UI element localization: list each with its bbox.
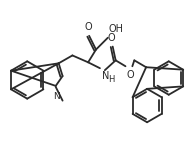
Text: OH: OH (109, 24, 124, 34)
Text: N: N (53, 92, 60, 101)
Text: H: H (108, 75, 114, 84)
Text: N: N (102, 71, 109, 81)
Text: O: O (127, 70, 134, 80)
Text: O: O (108, 33, 116, 43)
Text: O: O (84, 22, 92, 32)
